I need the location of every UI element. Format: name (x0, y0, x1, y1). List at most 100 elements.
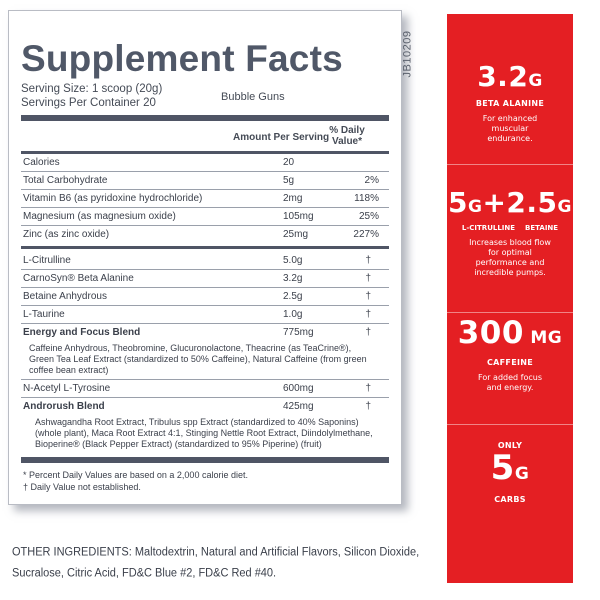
divider-thin (21, 269, 389, 270)
nutrient-dv: 25% (358, 211, 379, 222)
nutrient-amount: 25mg (283, 229, 309, 240)
nutrient-row: Total Carbohydrate 5g 2% (21, 172, 389, 189)
callout-value: 3.2G (447, 62, 573, 96)
blend-detail: Ashwagandha Root Extract, Tribulus spp E… (35, 417, 373, 449)
dagger-mark: † (365, 255, 371, 266)
serving-info: Serving Size: 1 scoop (20g) Servings Per… (21, 82, 389, 110)
dagger-mark: † (365, 383, 371, 394)
nutrient-row: Vitamin B6 (as pyridoxine hydrochloride)… (21, 190, 389, 207)
footnote-dagger: † Daily Value not established. (23, 482, 141, 492)
citrulline-desc: Increases blood flow for optimal perform… (469, 238, 551, 277)
nutrient-row: Magnesium (as magnesium oxide) 105mg 25% (21, 208, 389, 225)
carbs-label: CARBS (494, 495, 526, 504)
nutrient-row: Zinc (as zinc oxide) 25mg 227% (21, 226, 389, 243)
divider-thin (21, 207, 389, 208)
divider-thin (21, 397, 389, 398)
divider-thick (21, 457, 389, 463)
dagger-mark: † (365, 401, 371, 412)
dagger-mark: † (365, 309, 371, 320)
nutrient-dv: 118% (354, 193, 379, 204)
product-code: JB10209 (401, 22, 430, 92)
divider-medium (21, 246, 389, 249)
amount-header: Amount Per Serving (233, 132, 330, 143)
blend-row: Androrush Blend 425mg † (21, 398, 389, 415)
servings-per-container: Servings Per Container 20 (21, 97, 156, 109)
ingredient-row: L-Citrulline 5.0g † (21, 252, 389, 269)
nutrient-name: Vitamin B6 (as pyridoxine hydrochloride) (23, 193, 203, 204)
ingredient-row: CarnoSyn® Beta Alanine 3.2g † (21, 270, 389, 287)
other-ingredients: OTHER INGREDIENTS: Maltodextrin, Natural… (12, 546, 420, 580)
serving-size: Serving Size: 1 scoop (20g) (21, 83, 163, 95)
callout-carbs: ONLY 5G CARBS (447, 438, 573, 504)
beta-desc: For enhanced muscular endurance. (482, 114, 538, 143)
nutrient-name: Zinc (as zinc oxide) (23, 229, 110, 240)
column-header: Amount Per Serving % Daily Value* (21, 121, 389, 151)
callout-divider (447, 164, 573, 165)
nutrient-row: Calories 20 (21, 154, 389, 171)
caffeine-unit: MG (523, 328, 563, 348)
callout-labels: L-CITRULLINE BETAINE (447, 224, 573, 232)
betaine-label: BETAINE (525, 224, 559, 232)
ingredient-amount: 3.2g (283, 273, 303, 284)
ingredient-row: L-Taurine 1.0g † (21, 306, 389, 323)
ingredient-amount: 600mg (283, 383, 314, 394)
divider-thin (21, 379, 389, 380)
blend-row: Energy and Focus Blend 775mg † (21, 324, 389, 341)
ingredient-amount: 2.5g (283, 291, 303, 302)
dv-header-line1: % Daily (329, 125, 365, 136)
nutrient-name: Calories (23, 157, 60, 168)
ingredient-amount: 5.0g (283, 255, 303, 266)
nutrient-amount: 5g (283, 175, 295, 186)
betaine-unit: G (557, 197, 572, 217)
ingredient-amount: 1.0g (283, 309, 303, 320)
carbs-unit: G (514, 464, 530, 484)
caffeine-value: 300 (457, 315, 524, 351)
divider-thin (21, 305, 389, 306)
citrulline-value: 5 (448, 186, 468, 219)
citrulline-unit: G (467, 197, 483, 217)
callout-citrulline-betaine: 5G+2.5G L-CITRULLINE BETAINE Increases bl… (447, 188, 573, 278)
citrulline-label: L-CITRULLINE (461, 224, 516, 232)
dagger-mark: † (365, 327, 371, 338)
nutrient-name: Magnesium (as magnesium oxide) (23, 211, 176, 222)
blend-name: Energy and Focus Blend (23, 327, 141, 338)
footnote-dv: * Percent Daily Values are based on a 2,… (23, 470, 248, 480)
divider-thin (21, 323, 389, 324)
callout-divider (447, 424, 573, 425)
divider-medium (21, 151, 389, 154)
callout-caffeine: 300 MG CAFFEINE For added focus and ener… (447, 316, 573, 393)
carbs-value: 5 (490, 448, 515, 488)
ingredient-name: Betaine Anhydrous (23, 291, 107, 302)
ingredient-name: L-Citrulline (23, 255, 71, 266)
dagger-mark: † (365, 291, 371, 302)
callout-value: 300 MG (447, 316, 573, 355)
callout-divider (447, 312, 573, 313)
nutrient-amount: 20 (283, 157, 295, 168)
dagger-mark: † (365, 273, 371, 284)
nutrient-dv: 227% (353, 229, 379, 240)
blend-amount: 425mg (283, 401, 314, 412)
dv-header: % Daily Value* (317, 125, 377, 147)
nutrient-dv: 2% (364, 175, 379, 186)
betaine-value: 2.5 (506, 186, 558, 219)
callout-value: 5G+2.5G (447, 188, 573, 222)
ingredient-name: L-Taurine (23, 309, 65, 320)
flavor-name: Bubble Guns (221, 91, 285, 103)
nutrient-amount: 105mg (283, 211, 314, 222)
blend-name: Androrush Blend (23, 401, 105, 412)
callout-column: 3.2G BETA ALANINE For enhanced muscular … (447, 14, 573, 583)
ingredient-row: Betaine Anhydrous 2.5g † (21, 288, 389, 305)
divider-thin (21, 225, 389, 226)
nutrient-amount: 2mg (283, 193, 303, 204)
divider-thin (21, 287, 389, 288)
caffeine-label: CAFFEINE (487, 358, 533, 367)
divider-thick (21, 115, 389, 121)
panel-title: Supplement Facts (21, 38, 343, 79)
callout-beta-alanine: 3.2G BETA ALANINE For enhanced muscular … (447, 62, 573, 144)
dv-header-line2: Value* (331, 136, 363, 147)
carbs-prefix: ONLY (497, 441, 523, 450)
beta-value: 3.2 (477, 60, 529, 93)
blend-amount: 775mg (283, 327, 314, 338)
nutrient-name: Total Carbohydrate (23, 175, 108, 186)
callout-value: 5G (447, 450, 573, 492)
